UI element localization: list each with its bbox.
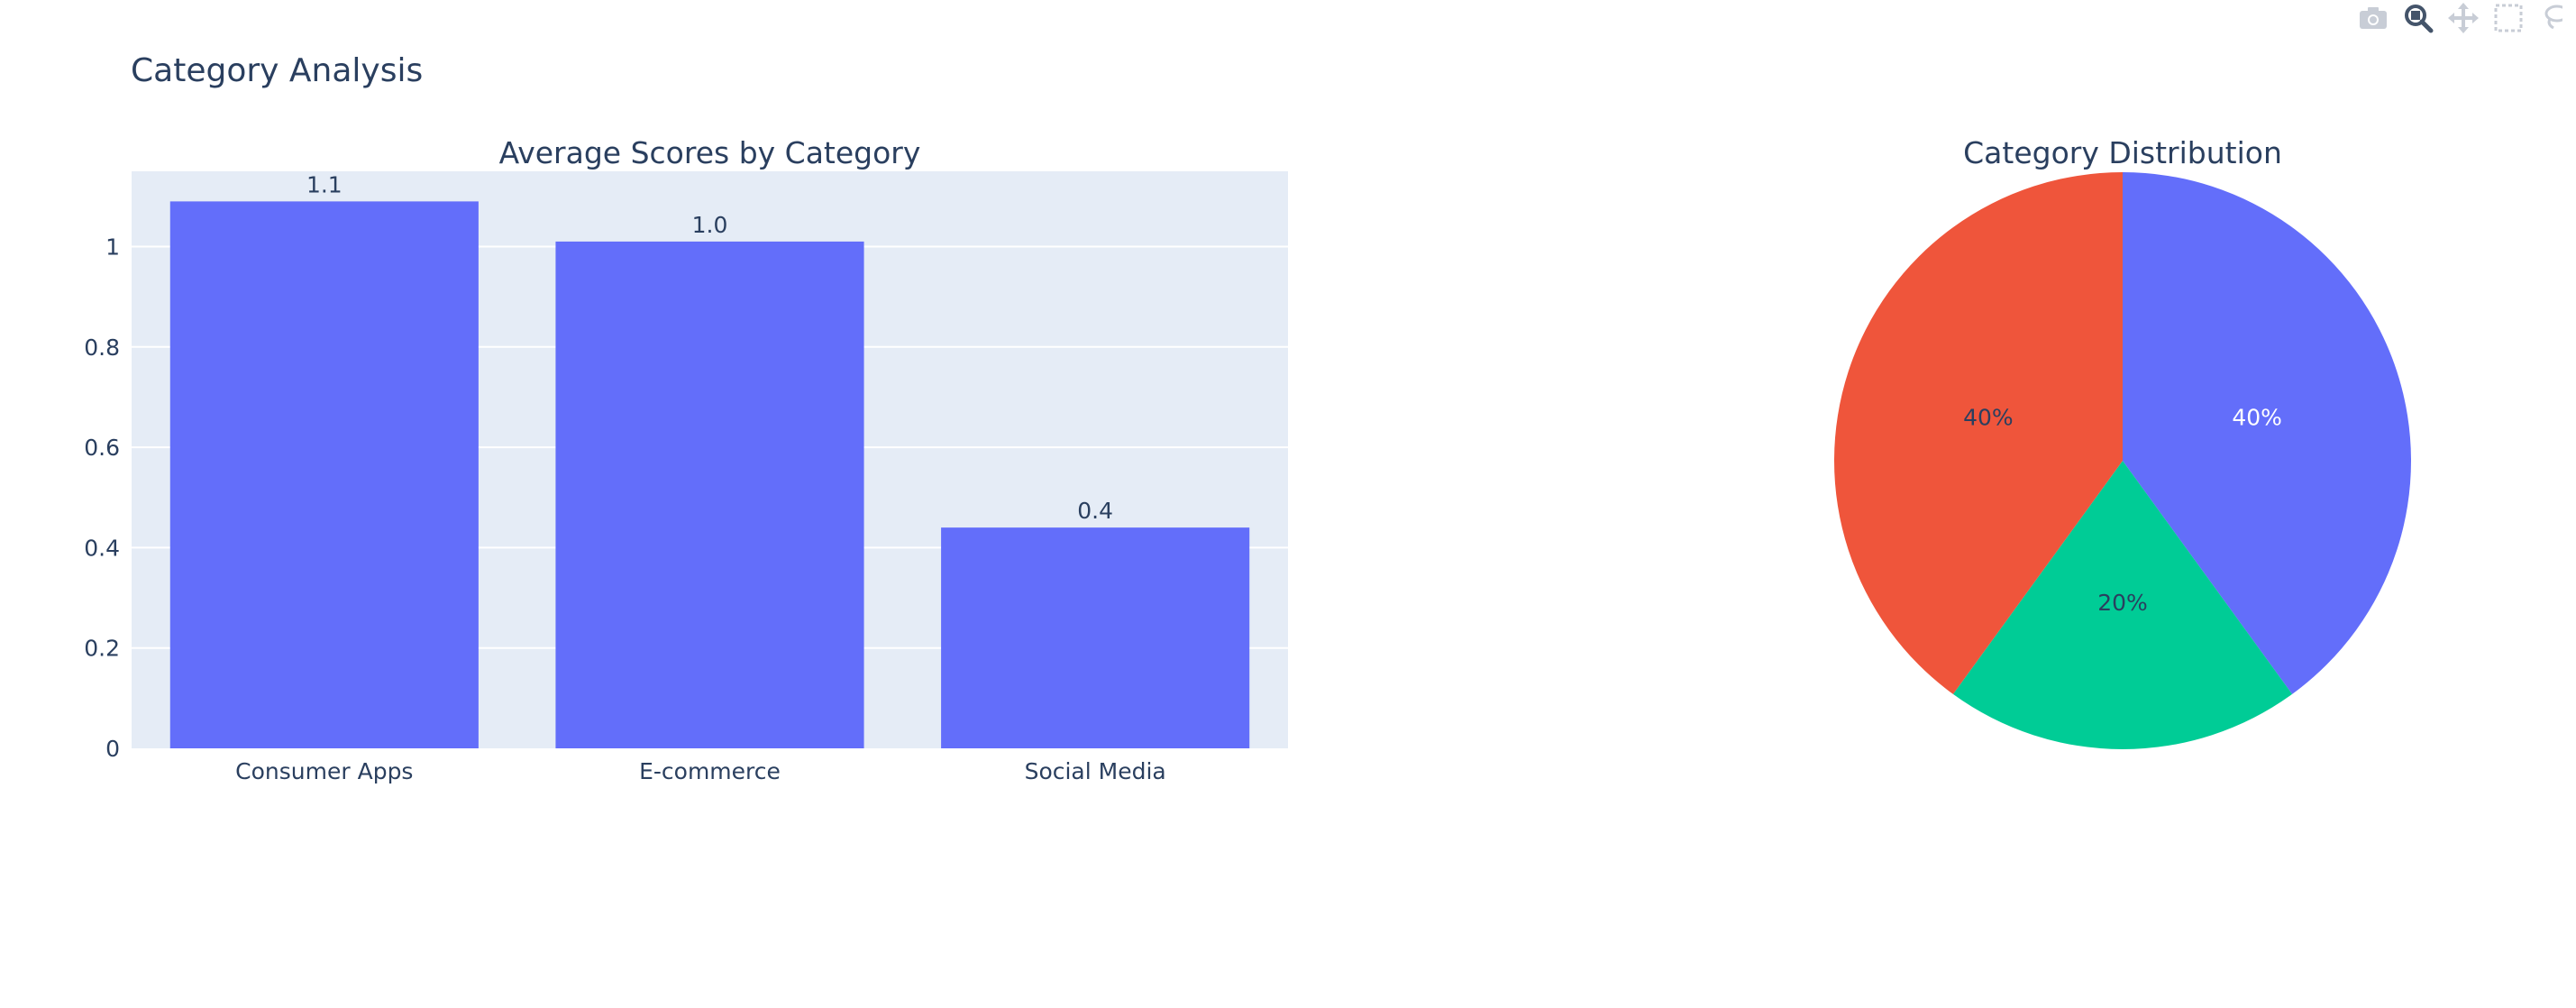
page-title: Category Analysis (131, 52, 424, 89)
bar-data-label: 1.1 (306, 171, 343, 197)
pie-slice-label: 40% (2232, 405, 2282, 431)
box-select-icon[interactable] (2491, 1, 2526, 35)
x-tick-label: E-commerce (639, 758, 781, 784)
camera-icon[interactable] (2356, 1, 2390, 35)
y-tick-label: 1 (105, 234, 120, 260)
y-tick-label: 0.8 (84, 334, 120, 361)
bar-data-labels: 1.1 1.0 0.4 (306, 171, 1113, 524)
bar-chart-title: Average Scores by Category (499, 135, 921, 170)
pie-slice[interactable] (2123, 172, 2412, 694)
pan-icon[interactable] (2446, 1, 2480, 35)
y-tick-label: 0.6 (84, 435, 120, 461)
bar-x-axis: Consumer Apps E-commerce Social Media (235, 758, 1166, 784)
pie-slices (1834, 172, 2412, 750)
bar[interactable] (169, 201, 479, 749)
y-tick-label: 0.2 (84, 636, 120, 662)
pie-slice-label: 20% (2097, 590, 2148, 616)
pie-slice[interactable] (1834, 172, 2123, 694)
bar[interactable] (941, 527, 1250, 748)
zoom-icon[interactable] (2401, 1, 2435, 35)
bar-y-axis: 0 0.2 0.4 0.6 0.8 1 (84, 234, 120, 762)
y-tick-label: 0 (105, 736, 120, 762)
bar-data-label: 1.0 (692, 212, 728, 238)
bar-series (169, 201, 1250, 749)
pie-slice[interactable] (1952, 461, 2293, 750)
pie-chart: 40% 20% 40% Category Distribution (1834, 135, 2412, 750)
modebar (2356, 0, 2576, 36)
x-tick-label: Consumer Apps (235, 758, 413, 784)
pie-labels: 40% 20% 40% (1963, 405, 2282, 616)
x-tick-label: Social Media (1025, 758, 1166, 784)
bar-chart: 0 0.2 0.4 0.6 0.8 1 Consumer Apps E-commerce So… (84, 135, 1288, 784)
bar-data-label: 0.4 (1077, 498, 1113, 524)
pie-slice-label: 40% (1963, 405, 2014, 431)
pie-chart-title: Category Distribution (1963, 135, 2282, 170)
lasso-icon[interactable] (2536, 1, 2571, 35)
y-tick-label: 0.4 (84, 535, 120, 561)
bar[interactable] (555, 241, 864, 748)
